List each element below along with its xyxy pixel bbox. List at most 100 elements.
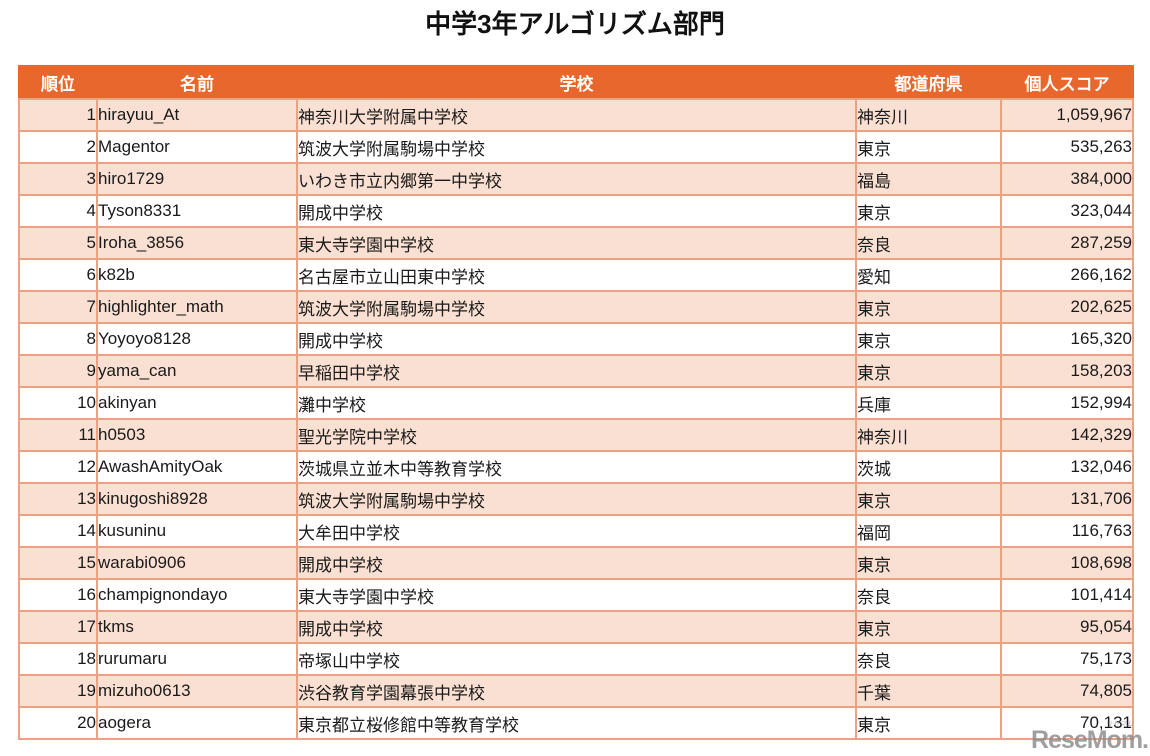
table-row: 4 Tyson8331 開成中学校 東京 323,044 [18,194,1134,228]
cell-school: 茨城県立並木中等教育学校 [296,450,857,484]
cell-rank: 18 [18,642,98,676]
cell-rank: 12 [18,450,98,484]
cell-school: いわき市立内郷第一中学校 [296,162,857,196]
cell-score: 535,263 [1000,130,1134,164]
cell-school: 筑波大学附属駒場中学校 [296,290,857,324]
cell-prefecture: 千葉 [855,674,1002,708]
cell-prefecture: 神奈川 [855,98,1002,132]
cell-prefecture: 東京 [855,322,1002,356]
cell-prefecture: 奈良 [855,642,1002,676]
cell-rank: 6 [18,258,98,292]
table-row: 17 tkms 開成中学校 東京 95,054 [18,610,1134,644]
ranking-table: 順位 名前 学校 都道府県 個人スコア 1 hirayuu_At 神奈川大学附属… [18,65,1134,740]
cell-school: 東大寺学園中学校 [296,226,857,260]
cell-school: 筑波大学附属駒場中学校 [296,482,857,516]
cell-prefecture: 愛知 [855,258,1002,292]
cell-school: 聖光学院中学校 [296,418,857,452]
ranking-table-body: 1 hirayuu_At 神奈川大学附属中学校 神奈川 1,059,967 2 … [18,98,1134,740]
header-school: 学校 [296,65,857,100]
cell-name: yama_can [96,354,298,388]
cell-name: kinugoshi8928 [96,482,298,516]
cell-school: 名古屋市立山田東中学校 [296,258,857,292]
table-row: 15 warabi0906 開成中学校 東京 108,698 [18,546,1134,580]
table-row: 16 champignondayo 東大寺学園中学校 奈良 101,414 [18,578,1134,612]
resemom-watermark-sub: リセマム [1106,721,1134,728]
cell-score: 108,698 [1000,546,1134,580]
cell-prefecture: 神奈川 [855,418,1002,452]
cell-name: Magentor [96,130,298,164]
cell-school: 開成中学校 [296,322,857,356]
cell-name: mizuho0613 [96,674,298,708]
cell-score: 74,805 [1000,674,1134,708]
cell-name: kusuninu [96,514,298,548]
cell-rank: 7 [18,290,98,324]
resemom-watermark-text: ReseMom. [1030,726,1149,754]
cell-name: highlighter_math [96,290,298,324]
cell-name: Tyson8331 [96,194,298,228]
header-prefecture: 都道府県 [855,65,1002,100]
cell-school: 早稲田中学校 [296,354,857,388]
table-row: 11 h0503 聖光学院中学校 神奈川 142,329 [18,418,1134,452]
cell-school: 渋谷教育学園幕張中学校 [296,674,857,708]
cell-name: Yoyoyo8128 [96,322,298,356]
cell-score: 165,320 [1000,322,1134,356]
cell-name: AwashAmityOak [96,450,298,484]
cell-school: 東大寺学園中学校 [296,578,857,612]
cell-name: akinyan [96,386,298,420]
cell-rank: 4 [18,194,98,228]
cell-score: 95,054 [1000,610,1134,644]
cell-score: 116,763 [1000,514,1134,548]
cell-score: 142,329 [1000,418,1134,452]
cell-school: 神奈川大学附属中学校 [296,98,857,132]
cell-rank: 15 [18,546,98,580]
cell-score: 101,414 [1000,578,1134,612]
cell-rank: 11 [18,418,98,452]
cell-score: 131,706 [1000,482,1134,516]
cell-prefecture: 東京 [855,194,1002,228]
cell-score: 75,173 [1000,642,1134,676]
cell-name: k82b [96,258,298,292]
cell-prefecture: 東京 [855,482,1002,516]
table-row: 20 aogera 東京都立桜修館中等教育学校 東京 70,131 [18,706,1134,740]
table-row: 1 hirayuu_At 神奈川大学附属中学校 神奈川 1,059,967 [18,98,1134,132]
cell-rank: 8 [18,322,98,356]
cell-rank: 10 [18,386,98,420]
cell-name: champignondayo [96,578,298,612]
cell-score: 266,162 [1000,258,1134,292]
cell-name: hirayuu_At [96,98,298,132]
cell-school: 開成中学校 [296,194,857,228]
cell-rank: 19 [18,674,98,708]
cell-prefecture: 奈良 [855,226,1002,260]
page-title: 中学3年アルゴリズム部門 [425,9,725,39]
cell-rank: 5 [18,226,98,260]
table-row: 9 yama_can 早稲田中学校 東京 158,203 [18,354,1134,388]
cell-prefecture: 兵庫 [855,386,1002,420]
cell-prefecture: 茨城 [855,450,1002,484]
table-row: 19 mizuho0613 渋谷教育学園幕張中学校 千葉 74,805 [18,674,1134,708]
table-row: 12 AwashAmityOak 茨城県立並木中等教育学校 茨城 132,046 [18,450,1134,484]
cell-rank: 3 [18,162,98,196]
resemom-watermark: リセマム ReseMom. [1030,721,1149,754]
table-row: 10 akinyan 灘中学校 兵庫 152,994 [18,386,1134,420]
cell-name: tkms [96,610,298,644]
table-row: 14 kusuninu 大牟田中学校 福岡 116,763 [18,514,1134,548]
cell-rank: 14 [18,514,98,548]
cell-school: 筑波大学附属駒場中学校 [296,130,857,164]
cell-prefecture: 東京 [855,354,1002,388]
cell-school: 大牟田中学校 [296,514,857,548]
cell-prefecture: 奈良 [855,578,1002,612]
table-row: 13 kinugoshi8928 筑波大学附属駒場中学校 東京 131,706 [18,482,1134,516]
cell-name: hiro1729 [96,162,298,196]
cell-prefecture: 東京 [855,290,1002,324]
cell-school: 東京都立桜修館中等教育学校 [296,706,857,740]
table-row: 2 Magentor 筑波大学附属駒場中学校 東京 535,263 [18,130,1134,164]
cell-rank: 9 [18,354,98,388]
cell-prefecture: 東京 [855,546,1002,580]
cell-prefecture: 東京 [855,610,1002,644]
table-row: 18 rurumaru 帝塚山中学校 奈良 75,173 [18,642,1134,676]
table-row: 6 k82b 名古屋市立山田東中学校 愛知 266,162 [18,258,1134,292]
cell-score: 323,044 [1000,194,1134,228]
header-rank: 順位 [18,65,98,100]
header-score: 個人スコア [1000,65,1134,100]
cell-score: 287,259 [1000,226,1134,260]
